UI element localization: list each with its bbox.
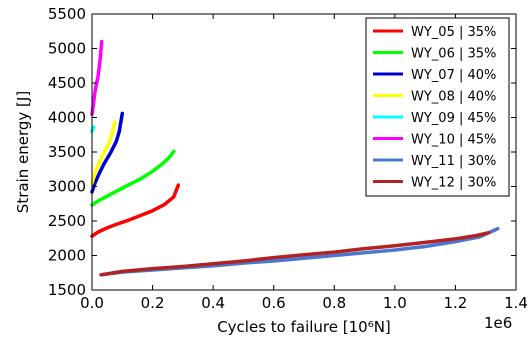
y-tick-label: 2000 — [48, 247, 86, 265]
series-line-8 — [99, 230, 491, 277]
legend-label: WY_08 | 40% — [411, 90, 496, 105]
legend-label: WY_10 | 45% — [411, 133, 496, 148]
series-line-6 — [90, 39, 104, 116]
y-tick-label: 3000 — [48, 178, 86, 196]
x-tick-label: 0.4 — [201, 294, 225, 312]
series-lines — [90, 39, 500, 277]
y-tick-label: 4500 — [48, 74, 86, 92]
legend-label: WY_09 | 45% — [411, 111, 496, 126]
y-axis-label: Strain energy [J] — [14, 91, 32, 213]
legend-label: WY_07 | 40% — [411, 68, 496, 83]
x-tick-label: 0.2 — [141, 294, 165, 312]
y-tick-label: 5000 — [48, 40, 86, 58]
legend-label: WY_06 | 35% — [411, 47, 496, 62]
y-tick-label: 2500 — [48, 212, 86, 230]
y-tick-label: 3500 — [48, 143, 86, 161]
legend-label: WY_11 | 30% — [411, 154, 496, 169]
x-tick-label: 1.0 — [383, 294, 407, 312]
legend-label: WY_05 | 35% — [411, 25, 496, 40]
series-line-2 — [90, 149, 176, 207]
series-line-4 — [90, 120, 117, 185]
legend: WY_05 | 35% WY_06 | 35% WY_07 | 40% WY_08 |… — [365, 17, 510, 197]
x-axis: 0.0 0.2 0.4 0.6 0.8 1.0 1.2 1.4 — [80, 14, 528, 312]
x-axis-label: Cycles to failure [10⁶N] — [217, 318, 391, 336]
x-tick-label: 0.0 — [80, 294, 104, 312]
y-axis: 1500 2000 2500 3000 3500 4000 4500 5000 5500 — [48, 5, 516, 299]
y-tick-label: 1500 — [48, 281, 86, 299]
x-axis-offset-label: 1e6 — [484, 314, 512, 332]
x-tick-label: 0.8 — [322, 294, 346, 312]
legend-box — [365, 17, 510, 197]
series-line-1 — [90, 183, 181, 238]
y-tick-label: 5500 — [48, 5, 86, 23]
y-tick-label: 4000 — [48, 109, 86, 127]
x-tick-label: 1.4 — [504, 294, 528, 312]
x-tick-label: 0.6 — [262, 294, 286, 312]
x-tick-label: 1.2 — [443, 294, 467, 312]
series-line-3 — [90, 111, 125, 194]
legend-label: WY_12 | 30% — [411, 176, 496, 191]
